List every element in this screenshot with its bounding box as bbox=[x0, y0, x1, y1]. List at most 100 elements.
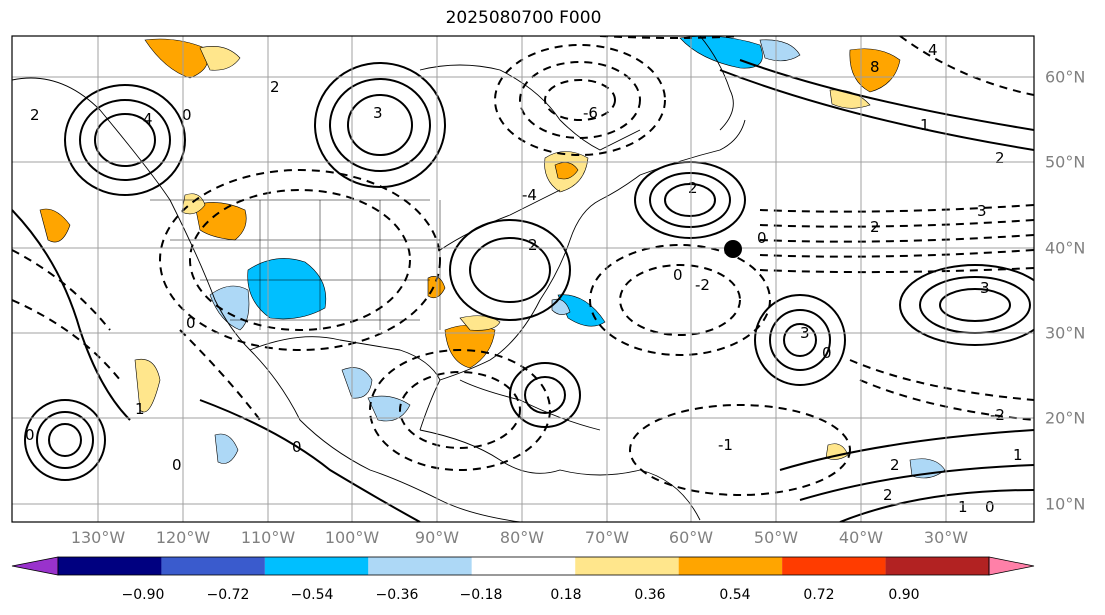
svg-text:0: 0 bbox=[757, 229, 767, 247]
lon-label: 60°W bbox=[668, 528, 714, 547]
colorbar-segment bbox=[471, 557, 576, 575]
lon-label: 30°W bbox=[923, 528, 969, 547]
svg-text:0: 0 bbox=[292, 438, 302, 456]
yellow-patch-atlantic-south bbox=[825, 443, 849, 460]
svg-text:2: 2 bbox=[688, 179, 698, 197]
lat-label: 20°N bbox=[1045, 408, 1086, 428]
chart-title: 2025080700 F000 bbox=[445, 8, 602, 28]
blue-patch-gulf bbox=[341, 367, 373, 399]
lon-label: 100°W bbox=[324, 528, 380, 547]
colorbar-tick-label: −0.18 bbox=[459, 587, 503, 603]
colorbar-segment bbox=[885, 557, 989, 575]
lon-label: 130°W bbox=[70, 528, 126, 547]
colorbar-tick-label: 0.90 bbox=[888, 587, 920, 603]
colorbar-extend-high bbox=[988, 556, 1035, 576]
svg-text:4: 4 bbox=[143, 110, 153, 128]
orange-patch-north bbox=[144, 38, 209, 79]
map-frame bbox=[11, 35, 1035, 523]
svg-text:0: 0 bbox=[186, 314, 196, 332]
yellow-patch-west bbox=[181, 193, 206, 215]
orange-patch-greenland bbox=[849, 48, 901, 93]
lon-label: 110°W bbox=[240, 528, 296, 547]
blue-patch-plains bbox=[247, 258, 327, 320]
svg-text:2: 2 bbox=[870, 218, 880, 236]
svg-text:1: 1 bbox=[135, 400, 145, 418]
colorbar bbox=[11, 556, 1035, 576]
lat-label: 40°N bbox=[1045, 238, 1086, 258]
svg-text:1: 1 bbox=[920, 116, 930, 134]
contour-high-caribbean bbox=[509, 362, 581, 428]
contour-low-hudson bbox=[494, 44, 666, 156]
svg-text:0: 0 bbox=[985, 498, 995, 516]
svg-text:2: 2 bbox=[890, 456, 900, 474]
svg-text:2: 2 bbox=[270, 78, 280, 96]
colorbar-extend-low bbox=[11, 556, 59, 576]
blue-patch-atlantic bbox=[557, 294, 606, 327]
svg-text:2: 2 bbox=[995, 149, 1005, 167]
svg-text:0: 0 bbox=[182, 106, 192, 124]
contour-high-east-atlantic bbox=[899, 264, 1034, 346]
contour-low-gulf bbox=[369, 349, 551, 471]
lon-label: 70°W bbox=[584, 528, 630, 547]
yellow-patch-north bbox=[199, 46, 241, 71]
lon-label: 120°W bbox=[155, 528, 211, 547]
graticule bbox=[12, 36, 1034, 522]
colorbar-tick-label: 0.18 bbox=[550, 587, 582, 603]
colorbar-outline bbox=[57, 556, 990, 576]
lon-label: 40°W bbox=[838, 528, 884, 547]
lon-label: 50°W bbox=[753, 528, 799, 547]
contour-high-northwest bbox=[64, 84, 186, 196]
contour-low-plains bbox=[159, 169, 441, 351]
blue-patch-mexico bbox=[214, 433, 239, 464]
svg-text:1: 1 bbox=[1013, 446, 1023, 464]
colorbar-tick-label: 0.54 bbox=[719, 587, 751, 603]
lon-label: 80°W bbox=[499, 528, 545, 547]
svg-text:-1: -1 bbox=[718, 436, 733, 454]
colorbar-segment bbox=[678, 557, 783, 575]
svg-text:0: 0 bbox=[673, 266, 683, 284]
colorbar-segment bbox=[368, 557, 472, 575]
yellow-patch-southeast bbox=[459, 315, 501, 331]
svg-text:3: 3 bbox=[373, 104, 383, 122]
svg-text:-6: -6 bbox=[583, 104, 598, 122]
orange-patch-canada bbox=[554, 162, 579, 180]
contours-dashed bbox=[12, 36, 1034, 496]
colorbar-segment bbox=[264, 557, 369, 575]
colorbar-tick-label: −0.72 bbox=[206, 587, 250, 603]
contour-low-atlantic bbox=[589, 244, 771, 356]
svg-text:3: 3 bbox=[977, 202, 987, 220]
lat-label: 60°N bbox=[1045, 67, 1086, 87]
light-blue-ring-plains bbox=[209, 285, 250, 331]
colorbar-tick-label: 0.36 bbox=[634, 587, 666, 603]
svg-text:8: 8 bbox=[870, 58, 880, 76]
svg-text:-2: -2 bbox=[695, 276, 710, 294]
lat-label: 50°N bbox=[1045, 152, 1086, 172]
blue-patch-gulf2 bbox=[367, 395, 411, 422]
contours-solid bbox=[12, 59, 1034, 522]
svg-text:3: 3 bbox=[980, 279, 990, 297]
colorbar-segment bbox=[58, 557, 162, 575]
contour-labels: -6 3 2 2 3 2 -2 -1 0 0 0 0 0 1 2 0 0 1 1… bbox=[25, 41, 1023, 516]
coastlines bbox=[12, 36, 746, 522]
contour-east-us bbox=[449, 219, 571, 321]
yellow-patch-pacific bbox=[134, 358, 161, 413]
orange-patch-west bbox=[194, 202, 247, 241]
svg-text:-4: -4 bbox=[522, 186, 537, 204]
map-background bbox=[12, 36, 1034, 522]
colorbar-segment bbox=[161, 557, 265, 575]
colorbar-tick-label: 0.72 bbox=[803, 587, 835, 603]
colorbar-segment bbox=[782, 557, 886, 575]
svg-text:4: 4 bbox=[928, 41, 938, 59]
colorbar-tick-label: −0.36 bbox=[375, 587, 419, 603]
svg-text:2: 2 bbox=[528, 236, 538, 254]
colorbar-tick-label: −0.90 bbox=[121, 587, 165, 603]
lat-label: 10°N bbox=[1045, 494, 1086, 514]
contour-high-pacific-sw bbox=[24, 399, 106, 481]
orange-patch-pacific bbox=[39, 208, 71, 243]
lon-label: 90°W bbox=[414, 528, 460, 547]
svg-text:0: 0 bbox=[172, 456, 182, 474]
colorbar-tick-label: −0.54 bbox=[290, 587, 334, 603]
svg-text:-2: -2 bbox=[990, 406, 1005, 424]
contour-high-mid-atlantic bbox=[754, 294, 846, 386]
